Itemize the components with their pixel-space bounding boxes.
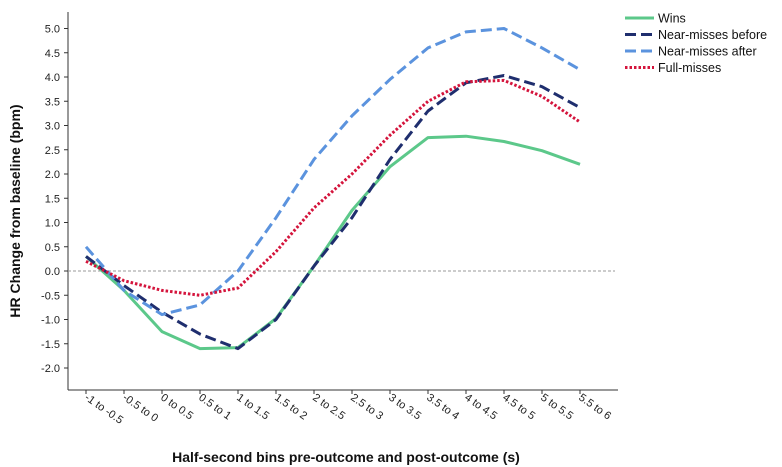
y-tick-label: 4.0 (45, 72, 60, 84)
series-line-wins (84, 134, 581, 351)
x-tick-label: 2 to 2.5 (310, 392, 347, 423)
x-tick-label: -1 to -0.5 (82, 392, 125, 427)
legend-label-near-misses-after: Near-misses after (658, 45, 757, 59)
y-tick-label: 2.5 (45, 145, 60, 157)
y-tick-label: 1.0 (45, 218, 60, 230)
x-tick-label: 3 to 3.5 (386, 392, 423, 423)
y-tick-labels: -2.0 -1.5 -1.0 -0.5 0.0 0.5 1.0 1.5 2.0 2.5 3.0 3.5… (41, 24, 68, 375)
series-line-near-misses-before (85, 74, 581, 351)
y-tick-label: -0.5 (41, 290, 60, 302)
x-tick-label: 4 to 4.5 (462, 392, 499, 423)
y-tick-label: 3.5 (45, 96, 60, 108)
x-tick-label: 4.5 to 5 (500, 392, 537, 423)
x-tick-label: 5 to 5.5 (538, 392, 575, 423)
y-tick-label: 3.0 (45, 121, 60, 133)
x-tick-label: 1.5 to 2 (272, 392, 309, 423)
legend: Wins Near-misses before Near-misses after F… (625, 12, 767, 75)
y-tick-label: -1.5 (41, 339, 60, 351)
x-axis-title: Half-second bins pre-outcome and post-ou… (172, 449, 520, 465)
x-tick-label: 3.5 to 4 (424, 392, 461, 423)
x-tick-label: 1 to 1.5 (234, 392, 271, 423)
legend-label-full-misses: Full-misses (658, 61, 721, 75)
y-tick-label: 4.5 (45, 48, 60, 60)
y-tick-label: 1.5 (45, 193, 60, 205)
y-tick-label: 5.0 (45, 24, 60, 36)
y-tick-label: 2.0 (45, 169, 60, 181)
legend-label-near-misses-before: Near-misses before (658, 28, 767, 42)
y-axis-title: HR Change from baseline (bpm) (7, 104, 23, 317)
series-lines (84, 27, 581, 351)
x-tick-label: -0.5 to 0 (120, 392, 160, 425)
x-tick-label: 2.5 to 3 (348, 392, 385, 423)
series-line-near-misses-after (84, 27, 581, 317)
y-tick-label: -2.0 (41, 363, 60, 375)
x-tick-label: 0.5 to 1 (196, 392, 233, 423)
series-line-full-misses (85, 78, 581, 297)
y-tick-label: 0.0 (45, 266, 60, 278)
x-tick-label: 0 to 0.5 (158, 392, 195, 423)
y-tick-label: 0.5 (45, 242, 60, 254)
axes (67, 12, 618, 391)
x-tick-label: 5.5 to 6 (576, 392, 613, 423)
legend-label-wins: Wins (658, 12, 686, 26)
y-tick-label: -1.0 (41, 315, 60, 327)
